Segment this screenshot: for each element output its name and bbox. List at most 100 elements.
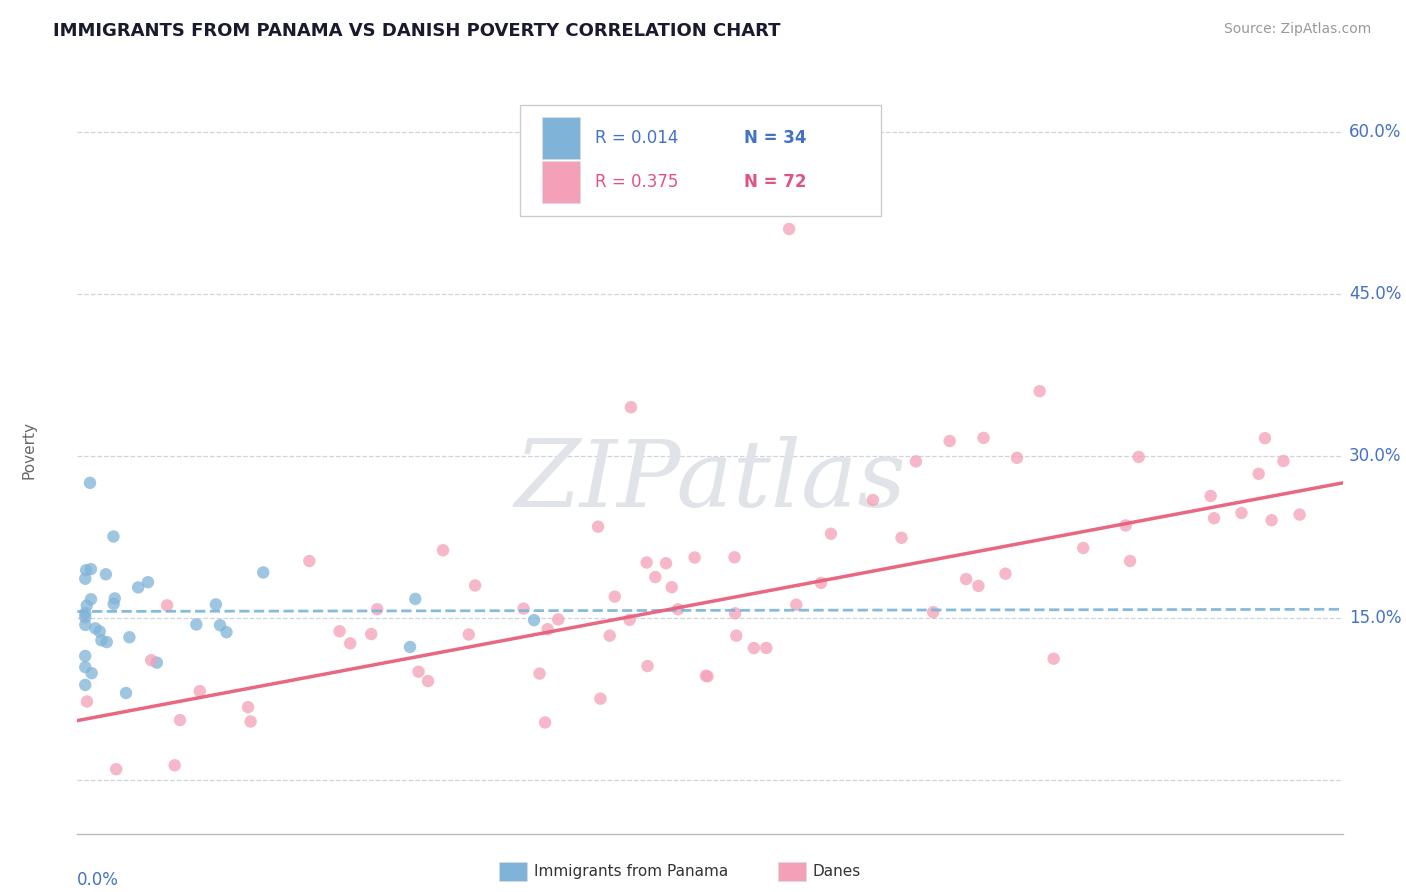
Point xyxy=(619,613,641,627)
Point xyxy=(536,622,558,636)
Point xyxy=(1119,554,1142,568)
Point xyxy=(208,618,231,632)
Point xyxy=(661,580,683,594)
Point xyxy=(547,612,569,626)
Point xyxy=(80,666,103,681)
Point xyxy=(90,633,112,648)
Text: ZIPatlas: ZIPatlas xyxy=(515,436,905,526)
Text: 60.0%: 60.0% xyxy=(1348,123,1402,141)
Point xyxy=(80,562,103,576)
Point xyxy=(1199,489,1222,503)
Point xyxy=(141,653,163,667)
Text: IMMIGRANTS FROM PANAMA VS DANISH POVERTY CORRELATION CHART: IMMIGRANTS FROM PANAMA VS DANISH POVERTY… xyxy=(53,22,780,40)
Point xyxy=(75,660,97,674)
Point xyxy=(76,599,98,613)
Point xyxy=(84,621,107,635)
Point xyxy=(252,566,274,580)
Text: 15.0%: 15.0% xyxy=(1348,609,1402,627)
Point xyxy=(994,566,1017,581)
Point xyxy=(75,572,97,586)
Point xyxy=(589,691,612,706)
Point xyxy=(512,601,534,615)
Point xyxy=(904,454,927,468)
Text: Immigrants from Panama: Immigrants from Panama xyxy=(534,864,728,879)
Point xyxy=(1202,511,1225,525)
Point xyxy=(215,625,238,640)
Point xyxy=(79,475,101,490)
Point xyxy=(1028,384,1050,399)
Point xyxy=(785,598,807,612)
Point xyxy=(755,640,778,655)
Point xyxy=(955,572,977,586)
Text: Poverty: Poverty xyxy=(21,421,37,480)
Text: R = 0.375: R = 0.375 xyxy=(595,173,678,191)
Point xyxy=(696,669,718,683)
Point xyxy=(586,519,609,533)
Text: Source: ZipAtlas.com: Source: ZipAtlas.com xyxy=(1223,22,1371,37)
Point xyxy=(1288,508,1310,522)
Point xyxy=(156,599,179,613)
Point xyxy=(136,575,159,590)
Point xyxy=(464,578,486,592)
Point xyxy=(188,684,211,698)
Point xyxy=(236,700,259,714)
Point xyxy=(1272,454,1295,468)
Point xyxy=(695,669,717,683)
Point xyxy=(399,640,422,654)
FancyBboxPatch shape xyxy=(520,105,882,217)
Point xyxy=(1042,651,1064,665)
Text: 30.0%: 30.0% xyxy=(1348,447,1402,465)
Point xyxy=(366,602,388,616)
Point xyxy=(127,581,149,595)
Point xyxy=(599,629,621,643)
Point xyxy=(75,678,97,692)
Point xyxy=(96,635,118,649)
Point xyxy=(404,591,426,606)
Text: 0.0%: 0.0% xyxy=(77,871,120,888)
Point xyxy=(89,624,111,639)
Point xyxy=(644,570,666,584)
Point xyxy=(862,493,884,508)
Point xyxy=(1260,513,1282,527)
Point xyxy=(725,629,748,643)
Point xyxy=(105,762,128,776)
Point xyxy=(529,666,551,681)
Point xyxy=(636,556,658,570)
Point xyxy=(723,550,745,565)
Point xyxy=(1115,518,1137,533)
Point xyxy=(94,567,117,582)
Point xyxy=(75,563,97,577)
Point xyxy=(75,618,97,632)
Point xyxy=(742,641,765,656)
Bar xyxy=(541,161,579,203)
Point xyxy=(810,575,832,590)
Point xyxy=(666,602,689,616)
Point xyxy=(820,526,842,541)
Point xyxy=(298,554,321,568)
Bar xyxy=(541,117,579,160)
Point xyxy=(75,610,97,624)
Point xyxy=(75,606,97,620)
Point xyxy=(146,656,169,670)
Point xyxy=(416,674,439,689)
Point xyxy=(603,590,626,604)
Point xyxy=(938,434,960,448)
Point xyxy=(778,222,800,236)
Point xyxy=(432,543,454,558)
Text: N = 72: N = 72 xyxy=(744,173,807,191)
Point xyxy=(973,431,995,445)
Point xyxy=(1247,467,1270,481)
Text: R = 0.014: R = 0.014 xyxy=(595,129,678,147)
Point xyxy=(205,598,228,612)
Point xyxy=(724,607,747,621)
Point xyxy=(239,714,262,729)
Point xyxy=(115,686,138,700)
Point xyxy=(1071,541,1094,555)
Text: 45.0%: 45.0% xyxy=(1348,285,1402,302)
Point xyxy=(655,556,678,570)
Point xyxy=(118,630,141,644)
Point xyxy=(103,529,125,543)
Text: Danes: Danes xyxy=(813,864,860,879)
Point xyxy=(76,694,98,708)
Point xyxy=(360,627,382,641)
